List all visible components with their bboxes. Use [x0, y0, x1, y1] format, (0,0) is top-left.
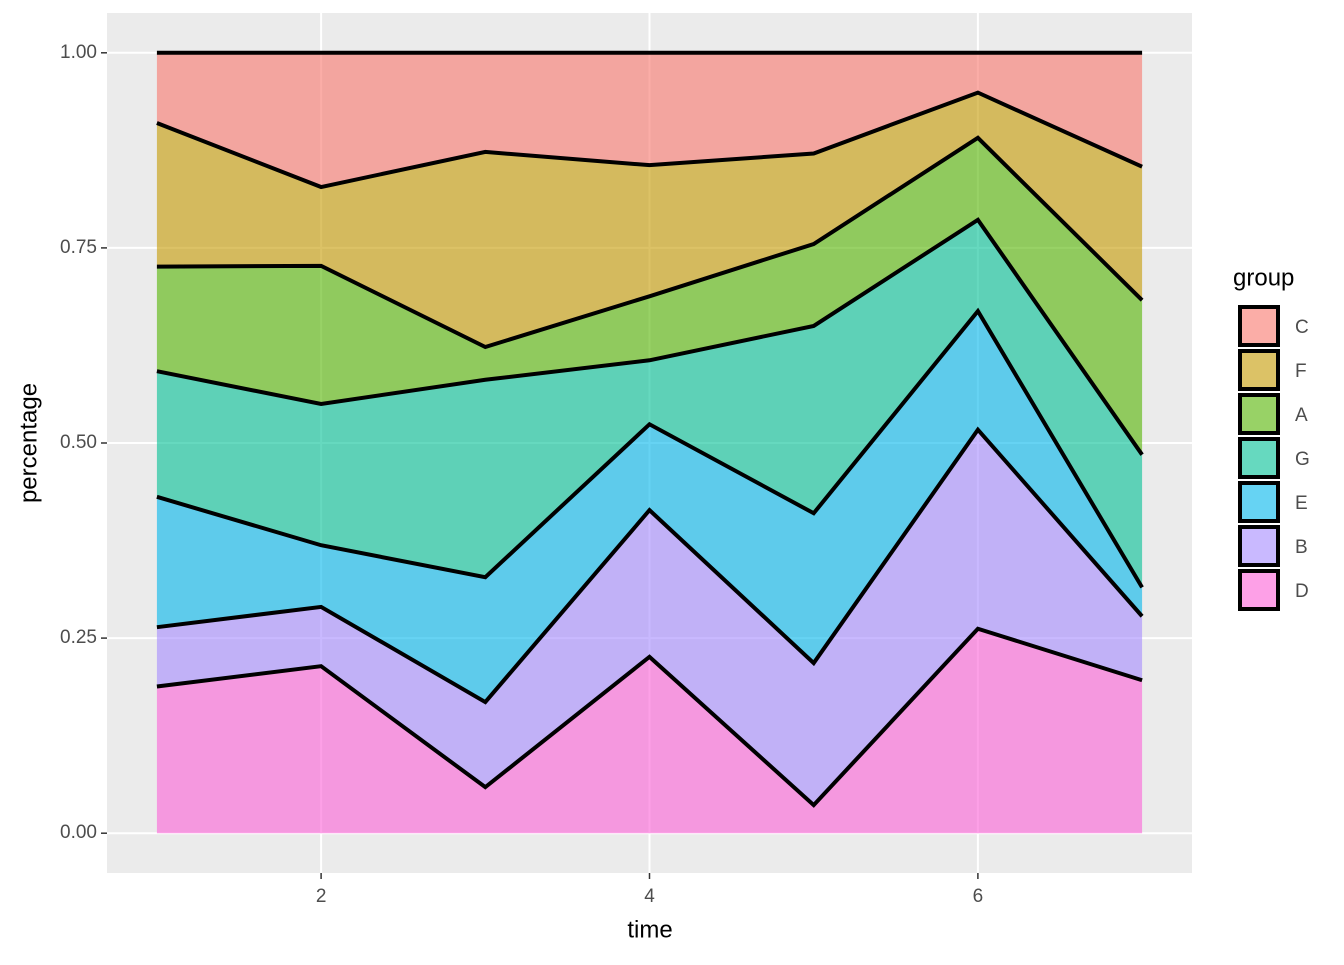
legend-label: D — [1295, 581, 1309, 602]
area-line — [156, 217, 1144, 456]
area — [156, 137, 1143, 455]
area — [156, 219, 1143, 588]
y-tick-label: 0.75 — [60, 237, 97, 258]
area — [156, 311, 1143, 703]
x-tick-label: 2 — [316, 886, 327, 907]
legend-key — [1238, 481, 1280, 523]
legend-label: F — [1295, 361, 1307, 382]
legend-title: group — [1233, 264, 1294, 291]
area-line — [156, 90, 1143, 190]
area — [156, 628, 1143, 834]
legend-key — [1238, 569, 1280, 611]
legend-key — [1238, 393, 1280, 435]
legend-label: A — [1295, 405, 1308, 426]
y-tick-label: 0.25 — [60, 627, 97, 648]
legend-key — [1238, 437, 1280, 479]
area-line — [156, 307, 1144, 589]
legend-key — [1238, 525, 1280, 567]
y-tick-label: 1.00 — [60, 42, 97, 63]
area-line — [156, 626, 1143, 808]
legend-label: G — [1295, 449, 1310, 470]
legend-key — [1238, 349, 1280, 391]
area-line — [156, 135, 1144, 350]
legend-label: C — [1295, 317, 1309, 338]
legend-label: E — [1295, 493, 1308, 514]
y-tick-label: 0.50 — [60, 432, 97, 453]
legend-label: B — [1295, 537, 1308, 558]
x-axis-label: time — [627, 916, 672, 943]
area — [156, 92, 1143, 348]
legend-key — [1238, 305, 1280, 347]
x-tick-label: 4 — [644, 886, 655, 907]
area — [156, 429, 1143, 806]
y-axis-label: percentage — [15, 383, 42, 503]
y-tick-label: 0.00 — [60, 822, 97, 843]
x-tick-label: 6 — [973, 886, 984, 907]
area-line — [156, 426, 1144, 705]
area — [156, 52, 1143, 188]
